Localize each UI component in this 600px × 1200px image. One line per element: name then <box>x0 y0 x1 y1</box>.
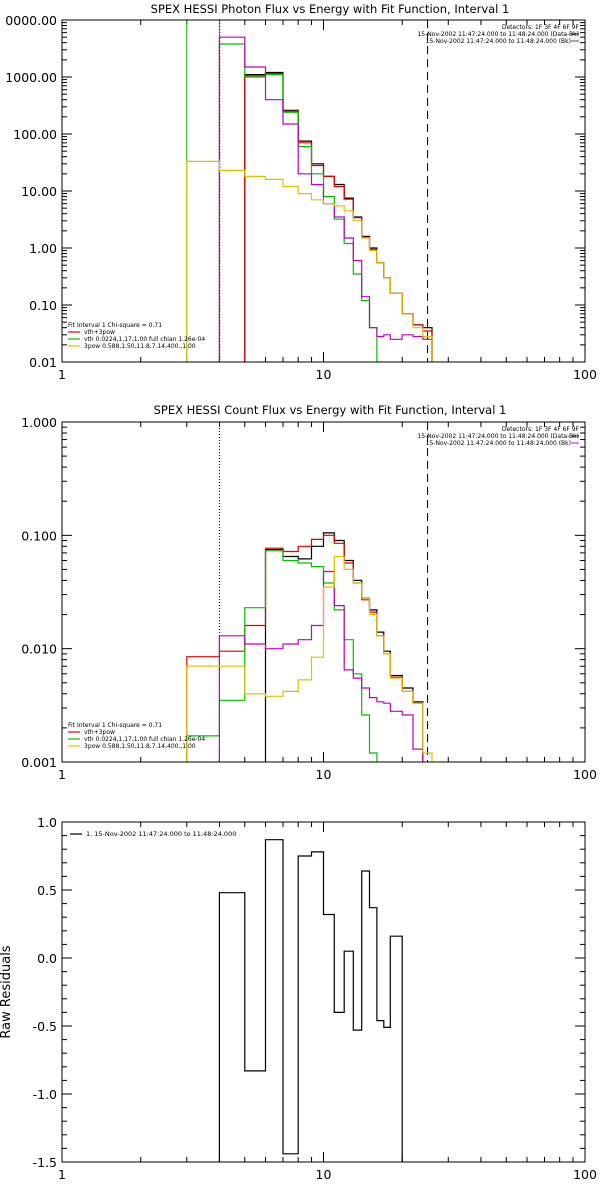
chart-panel-3: Raw Residuals 1 10 100 -1.5 -1.0 -0.5 0.0 0.5 1.0… <box>0 815 597 1182</box>
header-line: Detectors: 1F 3F 4F 6F 9F <box>502 24 580 31</box>
plot-area <box>186 422 433 762</box>
legend: Fit Interval 1 Chi-square = 0.71vth+3pow… <box>68 322 205 350</box>
plot-area <box>186 20 441 362</box>
y-tick-label: 1000.00 <box>5 70 57 85</box>
y-tick-label: 0.5 <box>37 883 57 898</box>
y-tick-label: -0.5 <box>33 1019 57 1034</box>
x-tick-label: 1 <box>58 767 66 782</box>
y-tick-label: 0.0 <box>37 951 57 966</box>
series-vth <box>186 550 378 762</box>
x-tick-label: 100 <box>573 367 597 382</box>
y-tick-label: -1.0 <box>33 1087 57 1102</box>
y-tick-label: 100.00 <box>13 127 57 142</box>
series-vth-3pow <box>244 72 433 362</box>
y-tick-label: 0000.00 <box>5 13 57 28</box>
chart-title: SPEX HESSI Count Flux vs Energy with Fit… <box>154 403 507 417</box>
legend-title: Fit Interval 1 Chi-square = 0.71 <box>68 722 162 729</box>
plot-frame <box>61 421 586 763</box>
y-tick-label: 1.00 <box>29 241 57 256</box>
legend: Fit Interval 1 Chi-square = 0.71vth+3pow… <box>68 722 205 750</box>
x-tick-label: 100 <box>573 1167 597 1182</box>
y-tick-label: -1.5 <box>33 1155 57 1170</box>
x-tick-label: 100 <box>573 767 597 782</box>
header-line: 15-Nov-2002 11:47:24.000 to 11:48:24.000… <box>426 38 571 45</box>
y-tick-label: 1.000 <box>21 415 57 430</box>
y-tick-label: 1.0 <box>37 815 57 830</box>
series-data-bk <box>264 532 424 762</box>
plot-frame <box>61 821 586 1163</box>
y-tick-label: 10.00 <box>21 184 57 199</box>
legend-title: Fit Interval 1 Chi-square = 0.71 <box>68 322 162 329</box>
header-line: 15-Nov-2002 11:47:24.000 to 11:48:24.000… <box>417 433 579 440</box>
series-residuals <box>218 839 403 1162</box>
plot-frame <box>61 19 586 363</box>
series-3pow <box>186 555 433 762</box>
legend-label: 3pow 0.588,1.50,11.8,7.14,400.,1.00 <box>84 743 196 750</box>
y-tick-label: 0.100 <box>21 528 57 543</box>
y-ticks <box>62 421 585 763</box>
series-vth <box>218 43 384 362</box>
series-bk <box>218 36 433 362</box>
header-line: 15-Nov-2002 11:47:24.000 to 11:48:24.000… <box>417 31 579 38</box>
header-line: Detectors: 1F 3F 4F 6F 9F <box>502 426 580 433</box>
series-bk <box>218 570 424 762</box>
legend-label: vth+3pow <box>84 329 115 336</box>
x-tick-label: 10 <box>316 1167 332 1182</box>
x-tick-label: 10 <box>316 767 332 782</box>
legend-label: 3pow 0.588,1.50,11.8,7.14,400.,1.00 <box>84 343 196 350</box>
y-tick-label: 0.01 <box>29 355 57 370</box>
x-tick-label: 10 <box>316 367 332 382</box>
series-3pow <box>186 160 441 362</box>
chart-panel-1: SPEX HESSI Photon Flux vs Energy with Fi… <box>5 2 597 382</box>
y-axis-label: Raw Residuals <box>0 945 14 1038</box>
legend-label: vth+3pow <box>84 729 115 736</box>
y-tick-label: 0.001 <box>21 755 57 770</box>
header-line: 15-Nov-2002 11:47:24.000 to 11:48:24.000… <box>426 440 571 447</box>
y-tick-label: 0.10 <box>29 298 57 313</box>
legend-label: vth 0.0224,1.17,1.00 full chian 1.26e-04 <box>84 336 205 343</box>
x-tick-label: 1 <box>58 367 66 382</box>
legend-label: vth 0.0224,1.17,1.00 full chian 1.26e-04 <box>84 736 205 743</box>
plot-area <box>218 839 403 1162</box>
chart-title: SPEX HESSI Photon Flux vs Energy with Fi… <box>151 2 510 16</box>
y-tick-label: 0.010 <box>21 642 57 657</box>
chart-panel-2: SPEX HESSI Count Flux vs Energy with Fit… <box>21 403 597 782</box>
legend: 1. 15-Nov-2002 11:47:24.000 to 11:48:24.… <box>70 830 236 838</box>
legend-label: 1. 15-Nov-2002 11:47:24.000 to 11:48:24.… <box>86 830 236 838</box>
series-vth-3pow <box>186 534 424 762</box>
x-tick-label: 1 <box>58 1167 66 1182</box>
